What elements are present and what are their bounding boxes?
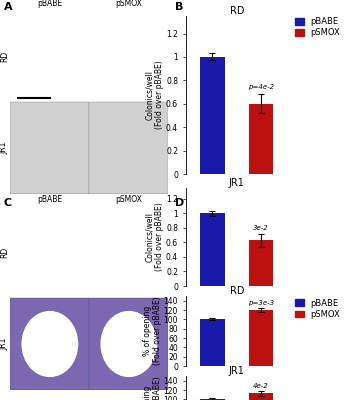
Title: RD: RD [230,6,244,16]
Text: 3e-2: 3e-2 [253,225,269,231]
Text: pSMOX: pSMOX [116,0,142,8]
Text: p=3e-3: p=3e-3 [248,300,274,306]
Bar [10,194,89,286]
Text: p=4e-2: p=4e-2 [248,84,274,90]
Bar [89,298,168,390]
Bar [89,390,168,400]
Bar [89,102,168,194]
Title: RD: RD [230,286,244,296]
Legend: pBABE, pSMOX: pBABE, pSMOX [295,299,340,319]
Text: RD: RD [0,50,9,62]
Y-axis label: Colonics/well
(Fold over pBABE): Colonics/well (Fold over pBABE) [145,203,164,271]
Bar [249,104,273,174]
Bar [200,319,225,366]
Text: pSMOX: pSMOX [116,195,142,204]
Y-axis label: % of opening
(Fold over pBABE): % of opening (Fold over pBABE) [143,377,162,400]
Circle shape [22,311,78,377]
Text: C: C [3,198,11,208]
Bar [249,310,273,366]
Text: pBABE: pBABE [37,0,62,8]
Bar [10,102,89,194]
Text: JR1: JR1 [0,142,9,154]
Bar [200,57,225,174]
Bar [249,393,273,400]
Text: 4e-2: 4e-2 [253,383,269,389]
Text: RD: RD [0,246,9,258]
Title: JR1: JR1 [229,178,245,188]
Text: A: A [3,2,12,12]
Bar [10,298,89,390]
Text: JR1: JR1 [0,338,9,350]
Text: D: D [175,198,185,208]
Title: JR1: JR1 [229,366,245,376]
Bar [249,240,273,286]
Circle shape [100,311,157,377]
Bar [200,214,225,286]
Bar [10,390,89,400]
Y-axis label: % of opening
(Fold over pBABE): % of opening (Fold over pBABE) [143,297,162,365]
Bar [89,194,168,286]
Legend: pBABE, pSMOX: pBABE, pSMOX [295,17,340,37]
Text: pBABE: pBABE [37,195,62,204]
Y-axis label: Colonics/well
(Fold over pBABE): Colonics/well (Fold over pBABE) [145,61,164,129]
Text: B: B [175,2,184,12]
Bar [200,399,225,400]
